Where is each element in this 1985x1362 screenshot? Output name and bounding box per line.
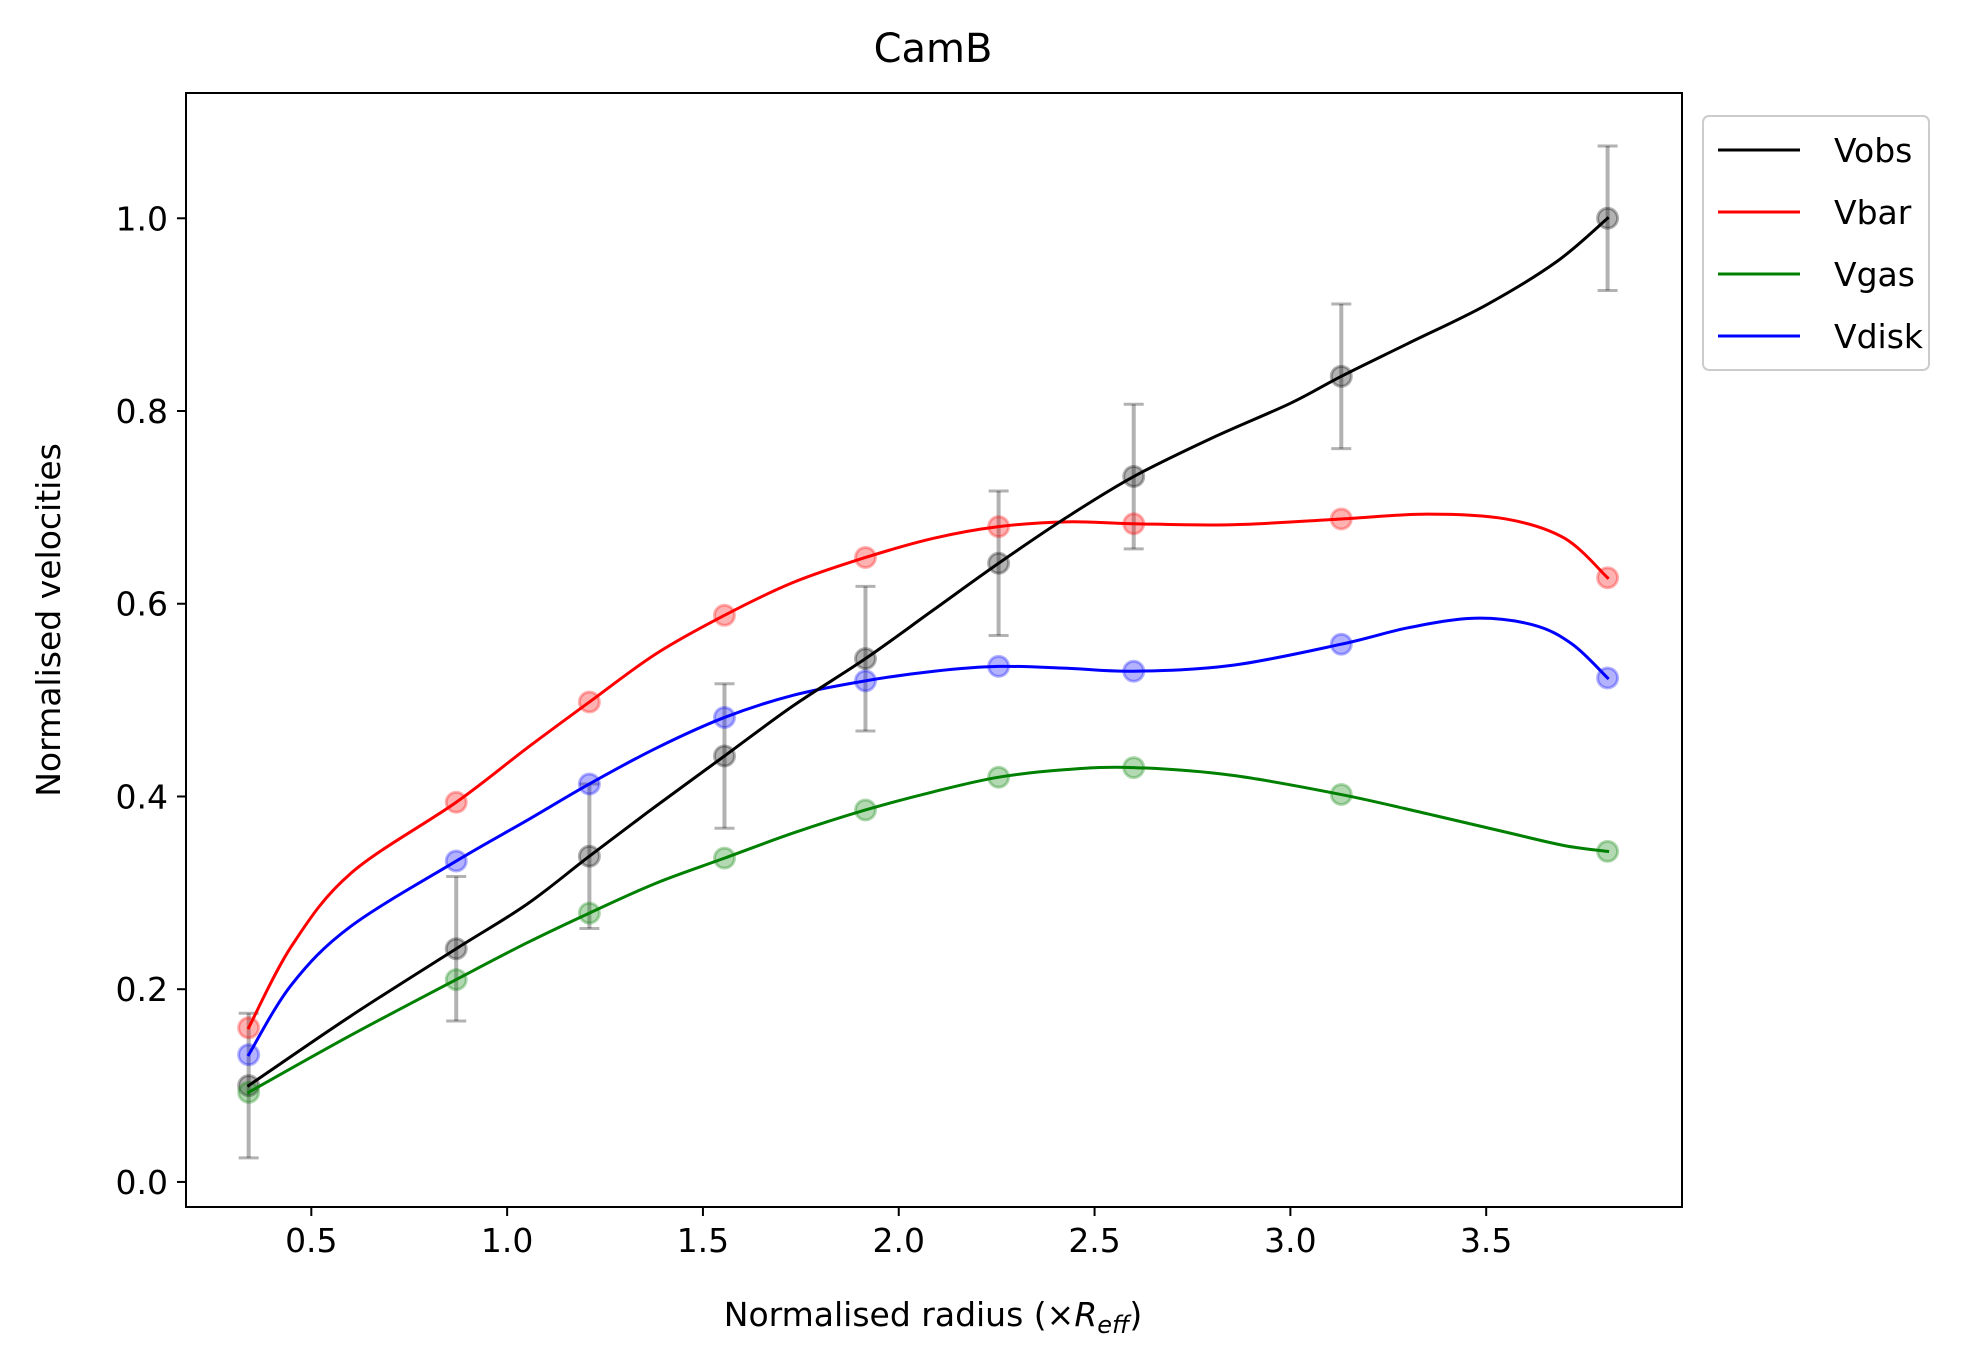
y-tick-label: 0.8: [116, 392, 168, 431]
x-tick-label: 2.0: [873, 1221, 925, 1260]
x-axis: 0.5 1.0 1.5 2.0 2.5 3.0 3.5: [285, 1207, 1512, 1260]
x-tick-label: 1.0: [481, 1221, 533, 1260]
vobs-line: [246, 216, 1610, 1088]
y-axis: 0.0 0.2 0.4 0.6 0.8 1.0: [116, 199, 186, 1202]
x-tick-label: 1.5: [677, 1221, 729, 1260]
x-axis-label-subscript: eff: [1097, 1311, 1132, 1339]
x-tick-label: 3.5: [1460, 1221, 1512, 1260]
y-tick-label: 1.0: [116, 199, 168, 238]
y-tick-label: 0.2: [116, 970, 168, 1009]
legend-label-vobs: Vobs: [1834, 131, 1912, 170]
legend: Vobs Vbar Vgas Vdisk: [1702, 115, 1930, 371]
x-tick-label: 3.0: [1264, 1221, 1316, 1260]
y-tick-label: 0.6: [116, 585, 168, 624]
x-axis-label-variable: R: [1074, 1295, 1097, 1334]
chart-title: CamB: [874, 26, 993, 72]
y-axis-label: Normalised velocities: [29, 443, 68, 797]
vgas-line: [246, 765, 1610, 1095]
legend-label-vbar: Vbar: [1834, 193, 1912, 232]
legend-box: [1702, 115, 1930, 371]
legend-label-vgas: Vgas: [1834, 255, 1915, 294]
vbar-line: [246, 512, 1610, 1030]
y-tick-label: 0.4: [116, 777, 168, 816]
x-tick-label: 2.5: [1068, 1221, 1120, 1260]
plot-frame: [185, 92, 1683, 1208]
vdisk-line: [246, 616, 1610, 1057]
plot-content: [237, 144, 1620, 1160]
y-tick-label: 0.0: [116, 1163, 168, 1202]
legend-label-vdisk: Vdisk: [1834, 317, 1924, 356]
x-axis-label-close: ): [1129, 1295, 1142, 1334]
x-axis-label: Normalised radius (×Reff): [724, 1295, 1142, 1339]
x-tick-label: 0.5: [285, 1221, 337, 1260]
x-axis-label-text: Normalised radius (×: [724, 1295, 1075, 1334]
